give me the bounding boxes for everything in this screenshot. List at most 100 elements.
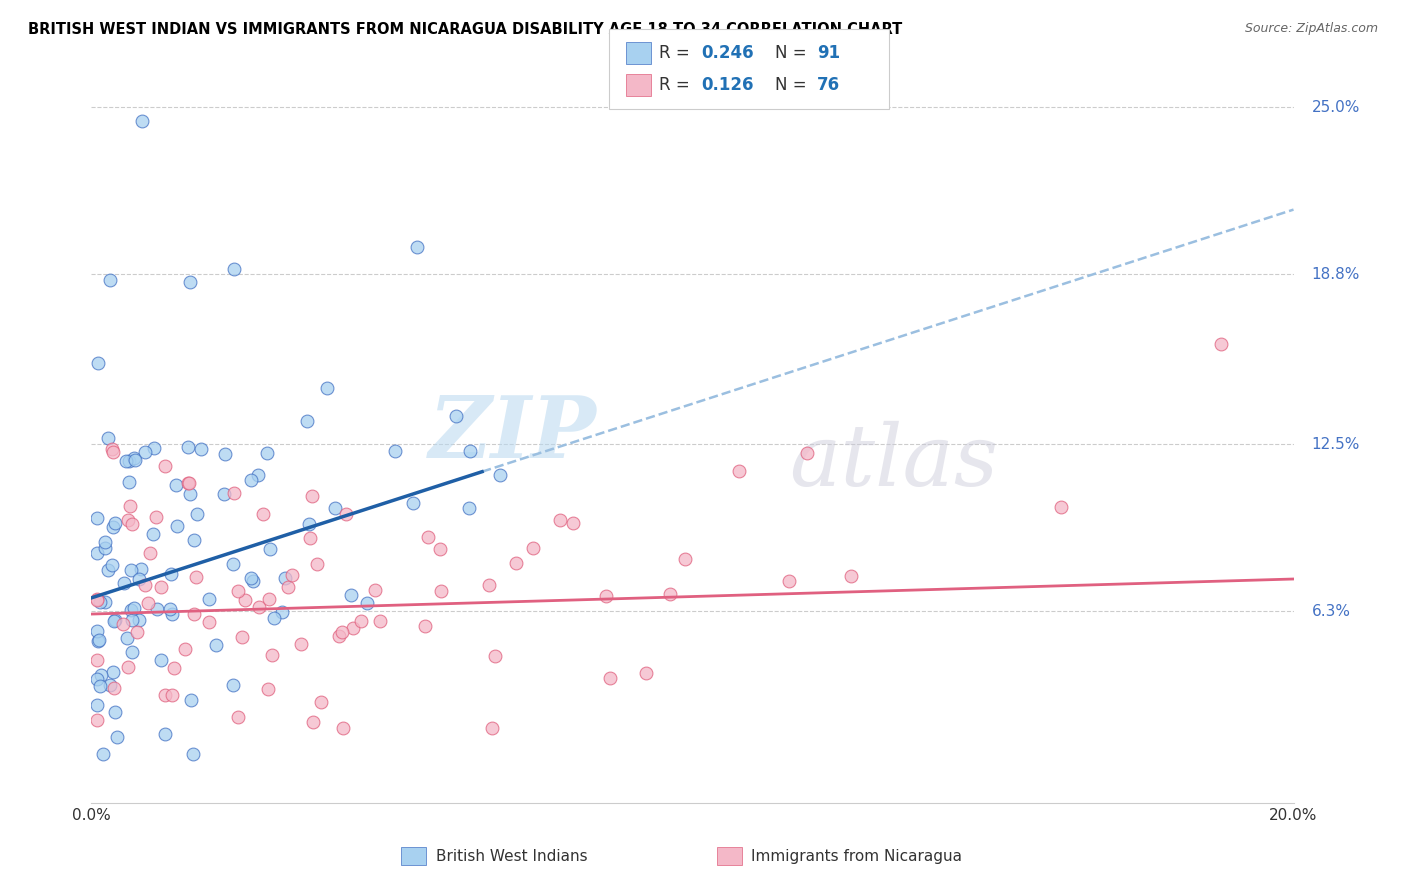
Point xyxy=(309,695,332,709)
Point xyxy=(131,113,153,128)
Point xyxy=(183,533,205,548)
Text: 0.126: 0.126 xyxy=(702,76,754,94)
Point xyxy=(247,599,270,614)
Point xyxy=(117,475,139,489)
Point xyxy=(86,713,108,727)
Point xyxy=(257,682,280,697)
Point xyxy=(121,645,143,659)
Point xyxy=(122,601,145,615)
Text: British West Indians: British West Indians xyxy=(436,849,588,863)
Point xyxy=(522,541,544,555)
Point xyxy=(212,487,235,501)
Text: 0.246: 0.246 xyxy=(702,44,754,62)
Point xyxy=(153,458,176,473)
Point xyxy=(128,613,150,627)
Point xyxy=(112,576,135,591)
Point xyxy=(104,516,127,531)
Point xyxy=(149,580,172,594)
Point xyxy=(165,477,187,491)
Point xyxy=(177,440,200,454)
Point xyxy=(634,665,657,680)
Point xyxy=(114,454,136,468)
Point xyxy=(153,689,176,703)
Point xyxy=(481,721,503,735)
Point xyxy=(257,592,280,607)
Point xyxy=(121,613,143,627)
Point xyxy=(198,615,221,629)
Point xyxy=(181,747,204,762)
Point xyxy=(86,698,108,712)
Point xyxy=(256,446,278,460)
Point xyxy=(104,614,127,628)
Point xyxy=(301,489,323,503)
Text: 18.8%: 18.8% xyxy=(1312,267,1360,282)
Point xyxy=(444,409,467,423)
Point xyxy=(112,616,135,631)
Point xyxy=(489,468,512,483)
Point xyxy=(87,356,110,370)
Point xyxy=(90,668,112,682)
Text: BRITISH WEST INDIAN VS IMMIGRANTS FROM NICARAGUA DISABILITY AGE 18 TO 34 CORRELA: BRITISH WEST INDIAN VS IMMIGRANTS FROM N… xyxy=(28,22,903,37)
Point xyxy=(124,452,146,467)
Point xyxy=(139,546,162,560)
Text: ZIP: ZIP xyxy=(429,392,596,475)
Point xyxy=(177,475,200,490)
Text: R =: R = xyxy=(659,44,696,62)
Point xyxy=(240,571,263,585)
Point xyxy=(595,589,617,603)
Text: R =: R = xyxy=(659,76,700,94)
Point xyxy=(159,566,181,581)
Point xyxy=(163,661,186,675)
Point xyxy=(104,705,127,719)
Point xyxy=(160,689,183,703)
Point xyxy=(87,634,110,648)
Point xyxy=(221,557,243,571)
Point xyxy=(246,468,269,483)
Point xyxy=(673,552,696,566)
Point xyxy=(263,611,285,625)
Point xyxy=(295,414,318,428)
Point xyxy=(97,563,120,577)
Point xyxy=(599,671,621,685)
Point xyxy=(413,619,436,633)
Point xyxy=(179,487,201,501)
Point xyxy=(460,444,482,458)
Text: Source: ZipAtlas.com: Source: ZipAtlas.com xyxy=(1244,22,1378,36)
Point xyxy=(91,747,114,762)
Point xyxy=(86,511,108,525)
Point xyxy=(120,563,142,577)
Point xyxy=(406,240,429,254)
Point xyxy=(222,261,245,276)
Point xyxy=(98,678,121,692)
Point xyxy=(142,527,165,541)
Point xyxy=(323,501,346,516)
Point xyxy=(242,574,264,588)
Point xyxy=(183,607,205,621)
Point xyxy=(228,710,250,724)
Point xyxy=(298,531,321,545)
Point xyxy=(101,445,124,459)
Point xyxy=(87,633,110,648)
Point xyxy=(277,580,299,594)
Text: 6.3%: 6.3% xyxy=(1312,604,1351,619)
Point xyxy=(138,596,160,610)
Point xyxy=(128,573,150,587)
Point xyxy=(335,507,357,521)
Point xyxy=(94,535,117,549)
Point xyxy=(129,562,152,576)
Point xyxy=(659,587,682,601)
Text: atlas: atlas xyxy=(789,421,998,504)
Point xyxy=(233,593,256,607)
Point xyxy=(330,624,353,639)
Point xyxy=(262,648,284,663)
Point xyxy=(458,500,481,515)
Text: 91: 91 xyxy=(817,44,839,62)
Point xyxy=(86,592,108,607)
Point xyxy=(86,593,108,607)
Point xyxy=(368,614,391,628)
Point xyxy=(120,603,142,617)
Point xyxy=(180,692,202,706)
Point xyxy=(198,592,221,607)
Point xyxy=(120,499,142,513)
Point xyxy=(796,446,818,460)
